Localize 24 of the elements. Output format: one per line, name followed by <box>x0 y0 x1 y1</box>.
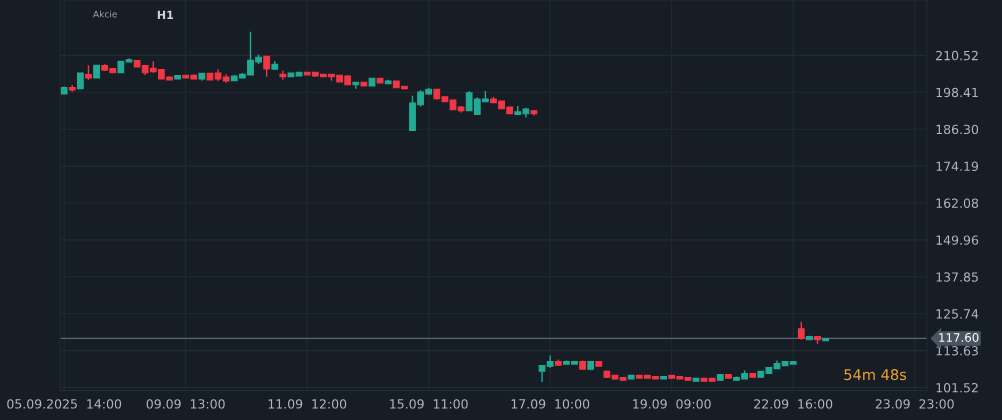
x-tick-label: 22.09 16:00 <box>754 399 833 409</box>
x-tick-label: 23.09 23:00 <box>875 399 954 409</box>
ref-line-label: 117.60 <box>939 333 979 342</box>
x-tick-label: 19.09 09:00 <box>633 399 711 409</box>
annotation: Akcie <box>93 10 117 18</box>
y-tick-label: 210.52 <box>936 50 978 61</box>
y-tick-label: 149.96 <box>936 235 979 245</box>
x-tick-label: 05.09.2025 14:00 <box>7 399 122 409</box>
x-tick-label: 09.09 13:00 <box>146 399 225 409</box>
y-tick-label: 137.85 <box>936 272 978 282</box>
y-tick-label: 162.08 <box>936 198 979 208</box>
annotation: H1 <box>157 10 174 19</box>
y-tick-label: 174.19 <box>936 161 979 172</box>
candlestick <box>279 69 287 81</box>
y-tick-label: 125.74 <box>936 309 979 319</box>
y-tick-label: 113.63 <box>936 346 978 356</box>
y-tick-label: 198.41 <box>936 87 978 98</box>
x-tick-label: 15.09 11:00 <box>390 399 468 409</box>
annotation: 54m 48s <box>844 369 907 381</box>
candlestick <box>263 55 271 78</box>
y-tick-label: 101.52 <box>936 382 978 393</box>
x-tick-label: 11.09 12:00 <box>268 399 347 409</box>
y-tick-label: 186.30 <box>936 124 979 135</box>
x-tick-label: 17.09 10:00 <box>511 399 590 409</box>
